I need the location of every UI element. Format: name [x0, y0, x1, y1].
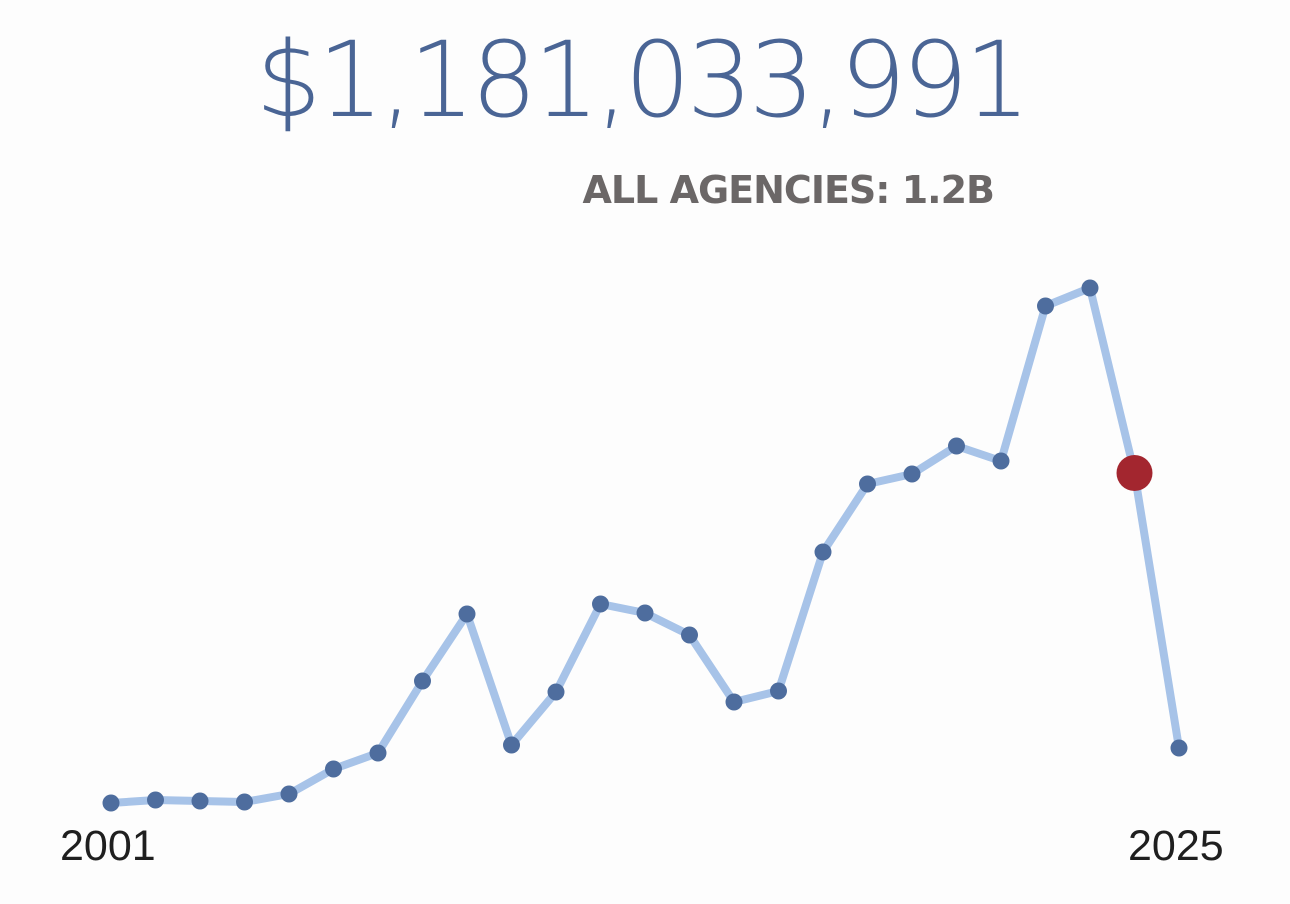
data-point-2003[interactable]	[191, 792, 209, 810]
series-line	[107, 284, 1183, 807]
data-point-2004[interactable]	[236, 793, 253, 811]
data-point-2022[interactable]	[1037, 297, 1054, 315]
total-amount: $1,181,033,991	[255, 19, 1030, 141]
data-point-2013[interactable]	[636, 604, 654, 622]
data-point-2014[interactable]	[681, 626, 698, 644]
all-agencies-total: ALL AGENCIES: 1.2B	[582, 168, 995, 212]
data-point-2006[interactable]	[325, 760, 342, 778]
data-point-2012[interactable]	[592, 595, 609, 613]
data-point-2017[interactable]	[814, 543, 832, 561]
data-point-2016[interactable]	[770, 682, 787, 700]
data-point-2023[interactable]	[1081, 279, 1099, 297]
data-point-2019[interactable]	[903, 465, 921, 483]
data-point-2010[interactable]	[503, 736, 520, 754]
x-tick-label-start: 2001	[60, 822, 156, 870]
data-point-2009[interactable]	[458, 605, 476, 623]
data-point-2015[interactable]	[725, 693, 743, 711]
data-point-2005[interactable]	[280, 785, 298, 803]
data-point-2002[interactable]	[147, 791, 164, 809]
data-point-2018[interactable]	[859, 475, 876, 493]
data-point-2001[interactable]	[102, 794, 120, 812]
highlight-point-2024[interactable]	[1116, 455, 1153, 491]
data-point-2008[interactable]	[414, 672, 431, 690]
data-point-2020[interactable]	[948, 437, 965, 455]
data-point-2021[interactable]	[992, 452, 1010, 470]
data-point-2007[interactable]	[369, 744, 387, 762]
data-point-2025[interactable]	[1170, 739, 1188, 757]
data-point-2011[interactable]	[547, 683, 565, 701]
x-tick-label-end: 2025	[1128, 822, 1224, 870]
